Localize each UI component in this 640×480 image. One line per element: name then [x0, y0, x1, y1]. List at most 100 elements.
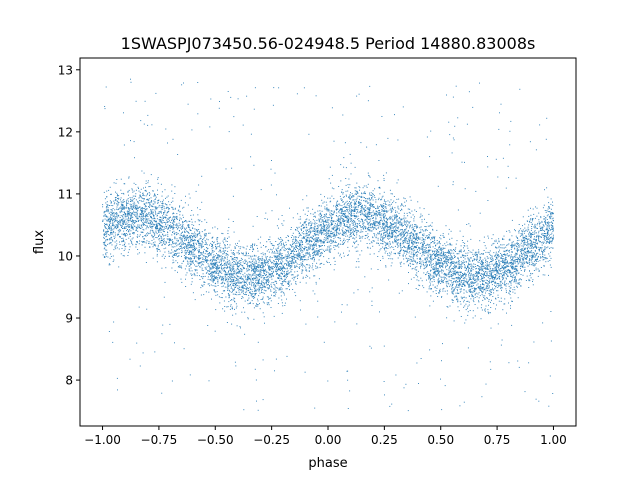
data-point	[265, 264, 266, 266]
data-point	[412, 238, 414, 240]
data-point	[494, 270, 496, 272]
data-point	[153, 238, 155, 240]
data-point	[545, 211, 547, 213]
data-point	[339, 255, 341, 257]
data-point	[146, 226, 148, 228]
data-point	[187, 103, 189, 105]
data-point	[181, 267, 183, 269]
data-point	[214, 271, 216, 273]
data-point	[147, 234, 148, 236]
data-point	[295, 283, 297, 285]
data-point	[342, 222, 344, 224]
data-point	[472, 274, 474, 276]
data-point	[191, 252, 193, 254]
data-point	[299, 266, 301, 268]
data-point	[335, 229, 337, 231]
data-point	[342, 213, 344, 215]
data-point	[470, 279, 472, 280]
data-point	[286, 274, 287, 276]
data-point	[499, 112, 500, 114]
data-point	[415, 255, 417, 257]
data-point	[323, 214, 325, 215]
data-point	[464, 245, 466, 247]
data-point	[251, 245, 253, 247]
data-point	[293, 276, 295, 278]
data-point	[257, 270, 259, 272]
data-point	[348, 207, 350, 208]
data-point	[462, 255, 463, 257]
data-point	[271, 249, 273, 251]
data-point	[333, 232, 335, 234]
data-point	[293, 250, 295, 252]
data-point	[154, 209, 156, 211]
data-point	[319, 229, 321, 231]
data-point	[481, 265, 483, 267]
data-point	[263, 275, 264, 277]
data-point	[179, 238, 181, 240]
data-point	[494, 274, 496, 275]
data-point	[144, 208, 146, 210]
data-point	[214, 291, 216, 293]
data-point	[313, 233, 315, 234]
data-point	[314, 249, 316, 251]
data-point	[321, 241, 323, 243]
data-point	[248, 252, 249, 254]
data-point	[294, 291, 296, 293]
data-point	[380, 260, 381, 261]
data-point	[467, 257, 469, 259]
data-point	[407, 241, 408, 243]
data-point	[517, 297, 519, 299]
data-point	[161, 219, 163, 221]
data-point	[492, 258, 494, 260]
data-point	[119, 244, 121, 245]
data-point	[389, 217, 391, 219]
data-point	[123, 144, 125, 146]
data-point	[312, 213, 314, 215]
data-point	[279, 254, 281, 256]
data-point	[528, 251, 530, 253]
data-point	[152, 236, 154, 238]
data-point	[172, 225, 174, 227]
data-point	[201, 257, 203, 259]
data-point	[311, 267, 313, 269]
data-point	[442, 343, 443, 345]
data-point	[198, 262, 200, 264]
data-point	[394, 230, 396, 231]
data-point	[151, 210, 153, 212]
data-point	[213, 241, 215, 243]
data-point	[215, 294, 217, 296]
data-point	[485, 261, 486, 263]
data-point	[320, 214, 322, 216]
data-point	[433, 273, 435, 275]
data-point	[185, 265, 187, 267]
data-point	[132, 191, 134, 193]
data-point	[230, 278, 232, 280]
data-point	[340, 224, 342, 226]
data-point	[450, 258, 452, 260]
data-point	[409, 237, 411, 239]
data-point	[390, 207, 392, 209]
data-point	[343, 213, 344, 215]
data-point	[345, 231, 347, 233]
data-point	[365, 193, 366, 195]
data-point	[238, 294, 240, 296]
data-point	[352, 224, 354, 226]
data-point	[298, 235, 300, 237]
data-point	[134, 211, 136, 213]
data-point	[449, 285, 451, 287]
data-point	[409, 256, 411, 258]
data-point	[192, 249, 193, 251]
data-point	[262, 281, 264, 283]
data-point	[174, 238, 176, 240]
data-point	[353, 219, 354, 221]
data-point	[333, 246, 335, 248]
data-point	[199, 266, 200, 268]
data-point	[144, 235, 146, 237]
data-point	[530, 222, 532, 223]
data-point	[168, 238, 170, 240]
data-point	[485, 275, 486, 277]
data-point	[305, 219, 307, 221]
data-point	[154, 351, 156, 353]
data-point	[171, 380, 173, 382]
data-point	[218, 274, 220, 276]
